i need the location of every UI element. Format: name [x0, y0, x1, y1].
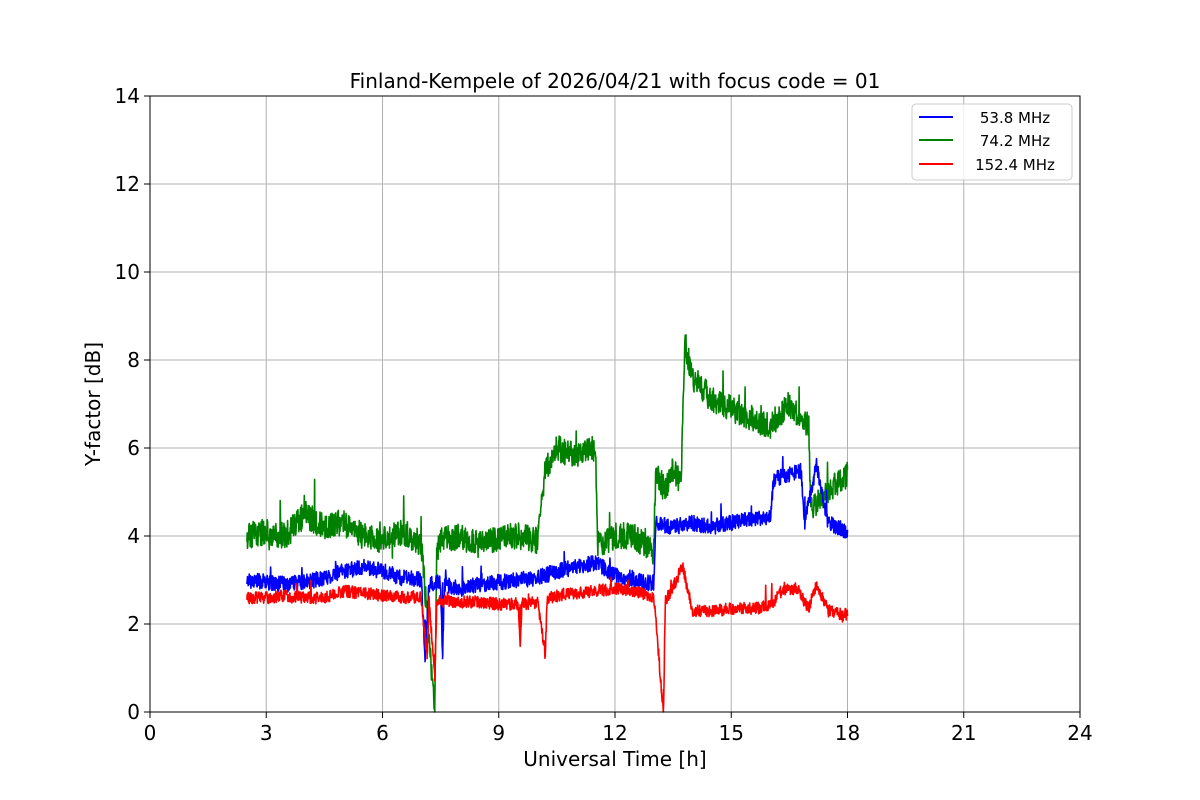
legend-label-152-4: 152.4 MHz — [975, 156, 1055, 174]
legend-box — [911, 103, 1073, 181]
x-tick-label: 6 — [376, 721, 389, 745]
y-tick-label: 0 — [127, 700, 140, 724]
series-layer — [246, 334, 849, 713]
x-tick-label: 3 — [260, 721, 273, 745]
x-tick-label: 0 — [144, 721, 157, 745]
y-tick-label: 8 — [127, 348, 140, 372]
x-tick-label: 21 — [951, 721, 976, 745]
chart-title: Finland-Kempele of 2026/04/21 with focus… — [350, 69, 881, 93]
legend: 53.8 MHz 74.2 MHz 152.4 MHz — [911, 103, 1073, 181]
x-tick-label: 9 — [492, 721, 505, 745]
legend-label-74-2: 74.2 MHz — [980, 132, 1050, 150]
x-tick-label: 18 — [835, 721, 860, 745]
y-tick-label: 12 — [115, 172, 140, 196]
x-tick-label: 12 — [602, 721, 627, 745]
x-axis-label: Universal Time [h] — [523, 747, 706, 771]
y-tick-label: 6 — [127, 436, 140, 460]
y-tick-label: 10 — [115, 260, 140, 284]
series-line-74.2-mhz — [246, 334, 849, 713]
y-tick-label: 4 — [127, 524, 140, 548]
legend-label-53-8: 53.8 MHz — [980, 109, 1050, 127]
x-tick-label: 24 — [1067, 721, 1092, 745]
y-tick-label: 2 — [127, 612, 140, 636]
y-tick-label: 14 — [115, 84, 140, 108]
y-axis-label: Y-factor [dB] — [81, 342, 105, 467]
series-line-152.4-mhz — [246, 562, 849, 713]
x-tick-label: 15 — [719, 721, 744, 745]
